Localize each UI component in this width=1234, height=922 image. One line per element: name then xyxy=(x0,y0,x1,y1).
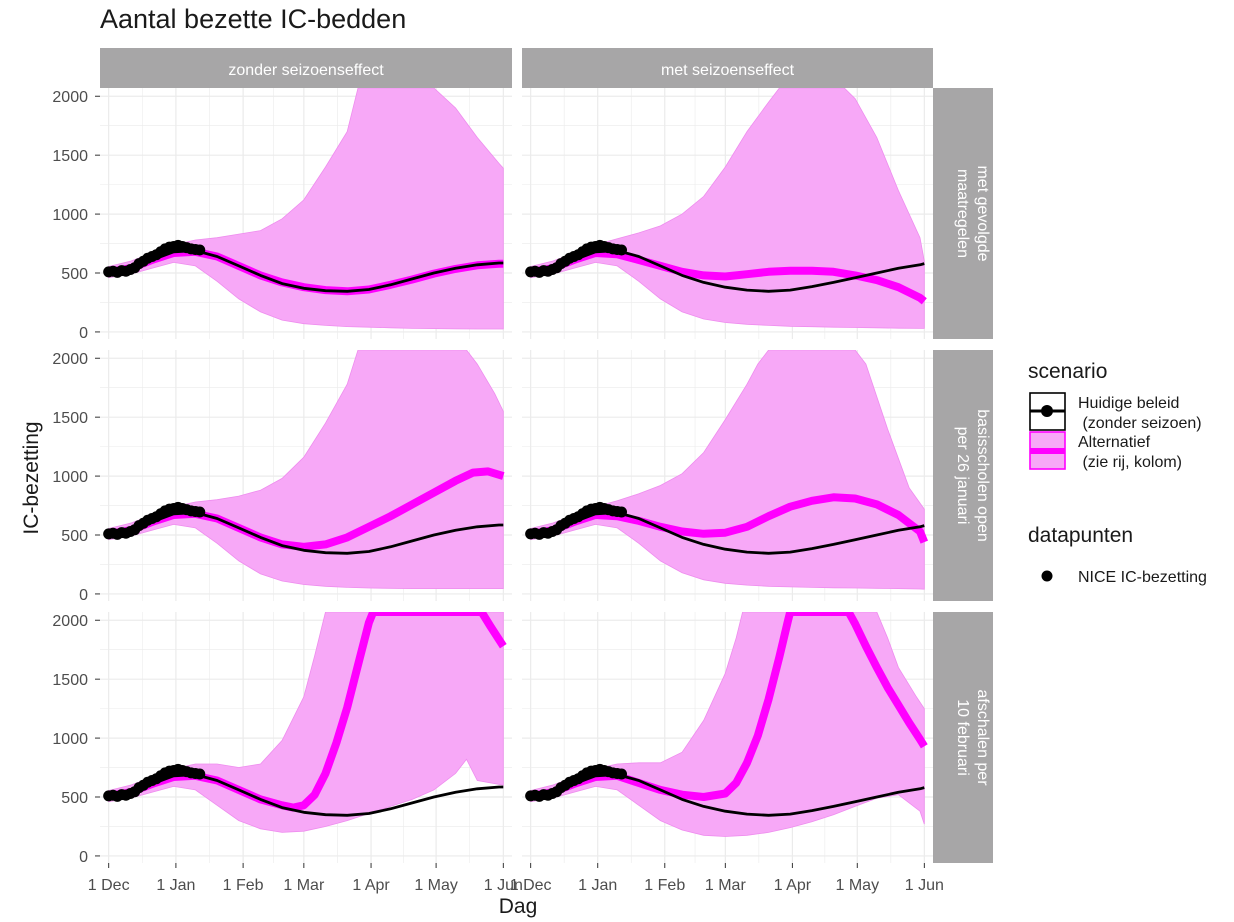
x-tick-label: 1 Feb xyxy=(644,877,685,894)
legend-label-huidige-2: (zonder seizoen) xyxy=(1078,415,1202,432)
panel-3-2-nice-point xyxy=(616,769,627,780)
panel-3-1-nice-point xyxy=(194,769,205,780)
y-tick-label: 500 xyxy=(61,528,88,545)
legend-label-alternatief-2: (zie rij, kolom) xyxy=(1078,454,1182,471)
row-strip-label-2-2: per 26 januari xyxy=(954,427,971,525)
legend-key-nice-point xyxy=(1042,571,1053,582)
legend-datapunten-title: datapunten xyxy=(1028,524,1133,547)
column-strip-label-2: met seizoenseffect xyxy=(661,62,795,79)
panel-2-2-nice-point xyxy=(616,507,627,518)
y-tick-label: 0 xyxy=(79,587,88,604)
panel-1-1 xyxy=(100,88,512,339)
x-tick-label: 1 Apr xyxy=(774,877,812,894)
panel-2-1-nice-point xyxy=(194,507,205,518)
legend-scenario-title: scenario xyxy=(1028,360,1107,383)
x-tick-label: 1 Feb xyxy=(223,877,264,894)
y-tick-label: 2000 xyxy=(52,613,88,630)
panel-2-2 xyxy=(522,350,933,601)
row-strip-label-2-1: basisscholen open xyxy=(974,409,991,542)
y-tick-label: 500 xyxy=(61,790,88,807)
panel-2-1 xyxy=(100,350,512,601)
x-tick-label: 1 Jan xyxy=(578,877,617,894)
legend-label-huidige-1: Huidige beleid xyxy=(1078,395,1179,412)
y-tick-label: 500 xyxy=(61,266,88,283)
panel-3-2 xyxy=(522,612,933,863)
y-tick-label: 2000 xyxy=(52,89,88,106)
legend-label-alternatief-1: Alternatief xyxy=(1078,434,1151,451)
panel-3-1 xyxy=(100,612,512,863)
x-tick-label: 1 Dec xyxy=(88,877,130,894)
x-tick-label: 1 Jan xyxy=(156,877,195,894)
x-tick-label: 1 Apr xyxy=(352,877,390,894)
x-tick-label: 1 Dec xyxy=(510,877,552,894)
x-tick-label: 1 May xyxy=(414,877,458,894)
x-tick-label: 1 May xyxy=(836,877,880,894)
y-tick-label: 1500 xyxy=(52,672,88,689)
panels-layer xyxy=(100,88,933,863)
x-tick-label: 1 Jun xyxy=(905,877,944,894)
column-strip-label-1: zonder seizoenseffect xyxy=(228,62,384,79)
row-strip-label-3-2: 10 februari xyxy=(954,699,971,776)
row-strip-label-1-1: met gevolgde xyxy=(974,165,991,261)
panel-1-1-nice-point xyxy=(194,245,205,256)
y-tick-label: 1500 xyxy=(52,410,88,427)
y-tick-label: 1000 xyxy=(52,731,88,748)
row-strip-label-1-2: maatregelen xyxy=(954,169,971,258)
y-tick-label: 2000 xyxy=(52,351,88,368)
panel-1-2-nice-point xyxy=(616,245,627,256)
y-tick-label: 0 xyxy=(79,325,88,342)
y-tick-label: 1000 xyxy=(52,207,88,224)
row-strip-label-3-1: afschalen per xyxy=(974,689,991,786)
legend-label-nice: NICE IC-bezetting xyxy=(1078,569,1207,586)
x-axis-title: Dag xyxy=(499,895,538,918)
y-axis-title: IC-bezetting xyxy=(20,421,43,534)
x-tick-label: 1 Mar xyxy=(705,877,747,894)
y-tick-label: 1000 xyxy=(52,469,88,486)
legend: scenario Huidige beleid (zonder seizoen)… xyxy=(1028,360,1207,586)
x-tick-label: 1 Mar xyxy=(283,877,325,894)
legend-key-huidige-point xyxy=(1041,405,1053,417)
y-tick-label: 0 xyxy=(79,849,88,866)
panel-1-2 xyxy=(522,88,933,339)
y-tick-label: 1500 xyxy=(52,148,88,165)
